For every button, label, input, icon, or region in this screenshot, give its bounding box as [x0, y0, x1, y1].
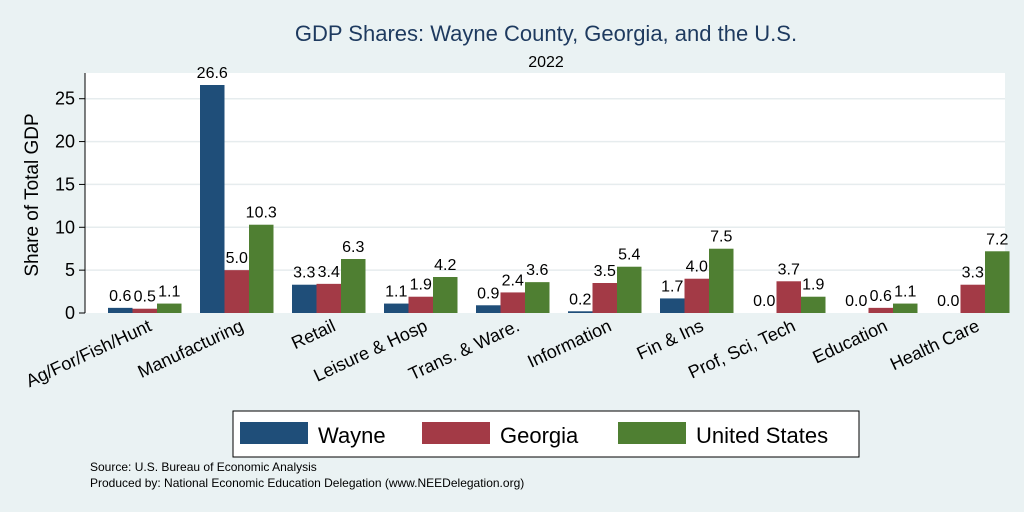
bar-marks: [108, 85, 1010, 313]
y-tick-label: 5: [65, 260, 75, 280]
legend-label-georgia: Georgia: [500, 423, 579, 448]
bar-georgia-information: [592, 283, 617, 313]
bar-georgia-manufacturing: [224, 270, 249, 313]
data-label-georgia-trans-ware: 2.4: [502, 272, 524, 289]
y-tick-label: 0: [65, 303, 75, 323]
bar-united-states-fin-ins: [709, 248, 734, 313]
data-label-united-states-leisure-hosp: 4.2: [434, 257, 456, 274]
legend-swatch-united-states: [618, 422, 686, 444]
data-label-wayne-ag-for-fish-hunt: 0.6: [109, 288, 131, 305]
bar-wayne-manufacturing: [200, 85, 225, 313]
bar-wayne-ag-for-fish-hunt: [108, 307, 133, 313]
data-label-georgia-prof-sci-tech: 3.7: [778, 261, 800, 278]
data-label-georgia-retail: 3.4: [318, 264, 340, 281]
bar-wayne-retail: [292, 284, 317, 313]
data-label-united-states-education: 1.1: [894, 284, 916, 301]
bar-united-states-health-care: [985, 251, 1010, 313]
produced-by-line: Produced by: National Economic Education…: [90, 476, 524, 490]
y-tick-label: 10: [55, 217, 75, 237]
legend-box: [232, 410, 860, 458]
data-label-georgia-manufacturing: 5.0: [226, 250, 248, 267]
chart-subtitle: 2022: [528, 54, 564, 71]
data-label-georgia-fin-ins: 4.0: [686, 259, 708, 276]
data-labels: 0.6 0.5 1.126.65.010.33.3 3.46.31.1 1.94.20.…: [109, 65, 1008, 310]
y-tick-label: 25: [55, 89, 75, 109]
bar-united-states-education: [893, 303, 918, 313]
y-axis-label: Share of Total GDP: [22, 113, 43, 276]
data-label-wayne-retail: 3.3: [293, 265, 315, 282]
data-label-wayne-fin-ins: 1.7: [661, 278, 683, 295]
bar-united-states-manufacturing: [249, 224, 274, 313]
bar-wayne-fin-ins: [660, 298, 685, 313]
bar-georgia-trans-ware: [500, 292, 525, 313]
data-label-wayne-leisure-hosp: 1.1: [385, 284, 407, 301]
bar-united-states-information: [617, 266, 642, 313]
data-label-united-states-information: 5.4: [618, 247, 640, 264]
legend: Wayne Georgia United States: [232, 410, 860, 458]
y-tick-label: 20: [55, 132, 75, 152]
y-axis-ticks: 0 5 10 15 20 25: [55, 89, 85, 323]
bar-georgia-retail: [316, 283, 341, 313]
data-label-wayne-information: 0.2: [569, 291, 591, 308]
legend-swatch-georgia: [422, 422, 490, 444]
bar-united-states-retail: [341, 259, 366, 313]
bar-wayne-leisure-hosp: [384, 303, 409, 313]
data-label-united-states-health-care: 7.2: [986, 231, 1008, 248]
bar-georgia-fin-ins: [684, 278, 709, 313]
data-label-united-states-trans-ware: 3.6: [526, 262, 548, 279]
bar-georgia-ag-for-fish-hunt: [132, 308, 157, 313]
bar-wayne-trans-ware: [476, 305, 501, 313]
data-label-georgia-education: 0.6: [870, 288, 892, 305]
data-label-united-states-prof-sci-tech: 1.9: [802, 277, 824, 294]
bar-united-states-trans-ware: [525, 282, 550, 313]
source-line: Source: U.S. Bureau of Economic Analysis: [90, 460, 317, 474]
data-label-wayne-trans-ware: 0.9: [477, 285, 499, 302]
bar-georgia-prof-sci-tech: [776, 281, 801, 313]
bar-united-states-leisure-hosp: [433, 277, 458, 313]
data-label-wayne-manufacturing: 26.6: [197, 65, 228, 82]
chart-title: GDP Shares: Wayne County, Georgia, and t…: [295, 21, 797, 46]
data-label-wayne-prof-sci-tech: 0.0: [753, 293, 775, 310]
data-label-georgia-ag-for-fish-hunt: 0.5: [134, 289, 156, 306]
bar-united-states-ag-for-fish-hunt: [157, 303, 182, 313]
data-label-wayne-education: 0.0: [845, 293, 867, 310]
data-label-georgia-information: 3.5: [594, 263, 616, 280]
bar-georgia-health-care: [960, 284, 985, 313]
y-tick-label: 15: [55, 174, 75, 194]
data-label-united-states-fin-ins: 7.5: [710, 229, 732, 246]
bar-wayne-information: [568, 311, 593, 313]
legend-label-wayne: Wayne: [318, 423, 386, 448]
data-label-united-states-manufacturing: 10.3: [246, 205, 277, 222]
data-label-wayne-health-care: 0.0: [937, 293, 959, 310]
bar-georgia-education: [868, 307, 893, 313]
bar-georgia-leisure-hosp: [408, 296, 433, 313]
data-label-united-states-retail: 6.3: [342, 239, 364, 256]
data-label-georgia-health-care: 3.3: [962, 265, 984, 282]
legend-label-united-states: United States: [696, 423, 828, 448]
data-label-united-states-ag-for-fish-hunt: 1.1: [158, 284, 180, 301]
bar-united-states-prof-sci-tech: [801, 296, 826, 313]
data-label-georgia-leisure-hosp: 1.9: [410, 277, 432, 294]
legend-swatch-wayne: [240, 422, 308, 444]
